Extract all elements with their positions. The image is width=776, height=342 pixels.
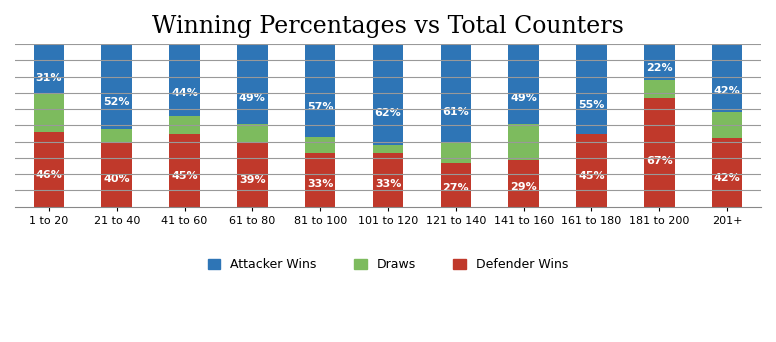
Bar [577,44,607,133]
Bar [372,44,404,145]
Text: 29%: 29% [511,182,537,192]
Text: 33%: 33% [307,179,334,189]
Text: 27%: 27% [442,183,469,193]
Text: 62%: 62% [375,108,401,118]
Bar [577,133,607,207]
Bar [237,124,268,143]
Bar [102,142,132,207]
Text: 49%: 49% [239,93,266,103]
Bar [33,94,64,132]
Text: 39%: 39% [239,175,265,185]
Title: Winning Percentages vs Total Counters: Winning Percentages vs Total Counters [152,15,624,38]
Bar [372,145,404,153]
Text: 67%: 67% [646,156,673,166]
Text: 57%: 57% [307,102,334,112]
Bar [644,44,674,80]
Bar [372,153,404,207]
Text: 45%: 45% [578,171,605,181]
Bar [237,143,268,207]
Bar [169,133,199,207]
Bar [508,44,539,124]
Text: 46%: 46% [36,170,62,180]
Bar [237,44,268,124]
Bar [33,44,64,94]
Bar [102,44,132,129]
Bar [441,163,471,207]
Bar [712,113,743,139]
Bar [441,143,471,163]
Bar [644,98,674,207]
Bar [102,129,132,142]
Text: 31%: 31% [36,74,62,83]
Bar [441,44,471,143]
Text: 61%: 61% [442,107,469,117]
Bar [712,44,743,113]
Bar [169,44,199,116]
Legend: Attacker Wins, Draws, Defender Wins: Attacker Wins, Draws, Defender Wins [208,259,568,272]
Text: 42%: 42% [714,173,740,183]
Bar [712,139,743,207]
Bar [644,80,674,98]
Text: 44%: 44% [171,88,198,98]
Text: 22%: 22% [646,63,673,74]
Bar [305,44,335,137]
Text: 33%: 33% [375,179,401,189]
Text: 40%: 40% [103,174,130,184]
Text: 45%: 45% [171,171,198,181]
Text: 42%: 42% [714,86,740,95]
Text: 55%: 55% [578,100,605,110]
Text: 52%: 52% [103,96,130,107]
Bar [305,137,335,153]
Bar [508,159,539,207]
Bar [33,132,64,207]
Bar [508,124,539,159]
Bar [169,116,199,133]
Text: 49%: 49% [510,93,537,103]
Bar [305,153,335,207]
